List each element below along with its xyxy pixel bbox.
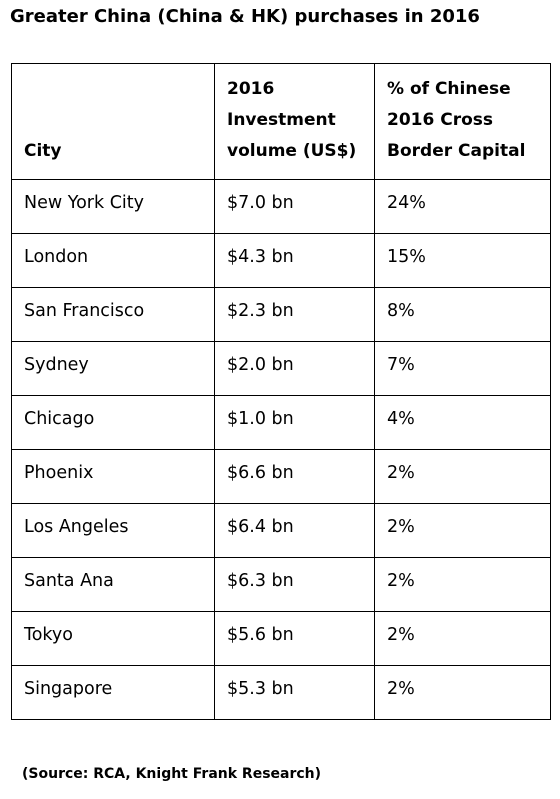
table-row: London $4.3 bn 15% [11, 233, 551, 288]
cell-share: 7% [374, 341, 551, 396]
cell-share: 2% [374, 665, 551, 720]
cell-city: Singapore [11, 665, 215, 720]
table-row: Sydney $2.0 bn 7% [11, 341, 551, 396]
cell-share: 2% [374, 449, 551, 504]
cell-city: Los Angeles [11, 503, 215, 558]
cell-investment: $6.6 bn [214, 449, 375, 504]
cell-investment: $6.4 bn [214, 503, 375, 558]
cell-city: Tokyo [11, 611, 215, 666]
cell-investment: $5.6 bn [214, 611, 375, 666]
chart-title: Greater China (China & HK) purchases in … [10, 6, 480, 27]
cell-share: 2% [374, 503, 551, 558]
cell-city: London [11, 233, 215, 288]
cell-city: Sydney [11, 341, 215, 396]
column-header-city: City [11, 63, 215, 180]
source-note: (Source: RCA, Knight Frank Research) [22, 766, 322, 782]
header-line: Investment [227, 110, 336, 130]
table-row: Singapore $5.3 bn 2% [11, 665, 551, 720]
cell-city: Phoenix [11, 449, 215, 504]
table-header-row: City 2016 Investment volume (US$) % of C… [11, 63, 551, 180]
cell-city: New York City [11, 179, 215, 234]
cell-share: 4% [374, 395, 551, 450]
cell-city: San Francisco [11, 287, 215, 342]
cell-city: Santa Ana [11, 557, 215, 612]
cell-share: 15% [374, 233, 551, 288]
cell-share: 24% [374, 179, 551, 234]
cell-investment: $6.3 bn [214, 557, 375, 612]
table-row: Santa Ana $6.3 bn 2% [11, 557, 551, 612]
header-line: City [24, 141, 62, 161]
cell-investment: $5.3 bn [214, 665, 375, 720]
header-line: Border Capital [387, 141, 526, 161]
table-row: Tokyo $5.6 bn 2% [11, 611, 551, 666]
cell-investment: $2.0 bn [214, 341, 375, 396]
cell-share: 2% [374, 611, 551, 666]
header-line: % of Chinese [387, 79, 511, 99]
cell-investment: $4.3 bn [214, 233, 375, 288]
cell-investment: $2.3 bn [214, 287, 375, 342]
column-header-share: % of Chinese 2016 Cross Border Capital [374, 63, 551, 180]
cell-share: 2% [374, 557, 551, 612]
cell-city: Chicago [11, 395, 215, 450]
data-table: City 2016 Investment volume (US$) % of C… [11, 63, 551, 720]
column-header-investment-volume: 2016 Investment volume (US$) [214, 63, 375, 180]
table-row: Phoenix $6.6 bn 2% [11, 449, 551, 504]
cell-investment: $1.0 bn [214, 395, 375, 450]
header-line: 2016 Cross [387, 110, 494, 130]
cell-share: 8% [374, 287, 551, 342]
header-line: 2016 [227, 79, 275, 99]
table-row: Los Angeles $6.4 bn 2% [11, 503, 551, 558]
table-row: Chicago $1.0 bn 4% [11, 395, 551, 450]
table-row: New York City $7.0 bn 24% [11, 179, 551, 234]
cell-investment: $7.0 bn [214, 179, 375, 234]
table-row: San Francisco $2.3 bn 8% [11, 287, 551, 342]
header-line: volume (US$) [227, 141, 357, 161]
